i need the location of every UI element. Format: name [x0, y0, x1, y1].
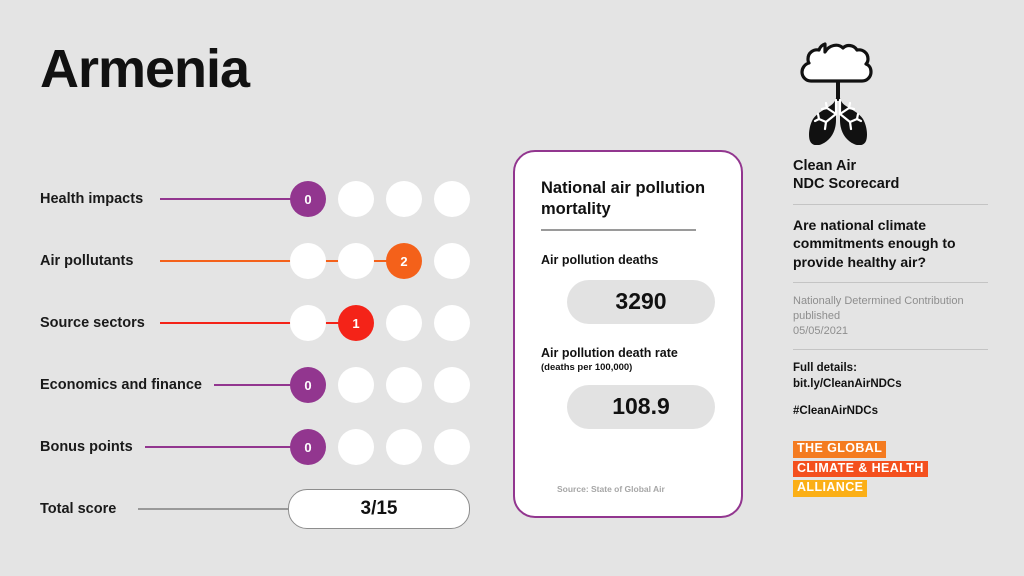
- card-source: Source: State of Global Air: [557, 484, 665, 494]
- card-divider: [541, 229, 696, 231]
- scorecard-dot-filled: 1: [338, 305, 374, 341]
- mortality-card-title: National air pollution mortality: [541, 179, 706, 218]
- death-rate-value: 108.9: [567, 384, 715, 429]
- scorecard-dot-empty: [386, 305, 422, 341]
- scorecard-dot-empty: [434, 305, 470, 341]
- scorecard-dot-empty: [434, 181, 470, 217]
- metric-death-rate: Air pollution death rate (deaths per 100…: [541, 346, 719, 429]
- scorecard-dot-empty: [386, 181, 422, 217]
- scorecard-dot-empty: [434, 429, 470, 465]
- scorecard-row-label: Health impacts: [40, 191, 144, 207]
- scorecard-dot-empty: [386, 429, 422, 465]
- deaths-label: Air pollution deaths: [541, 252, 659, 267]
- brand-name-line1: Clean Air: [793, 158, 857, 174]
- scorecard-dot-empty: [338, 181, 374, 217]
- scorecard-dot-filled: 0: [290, 367, 326, 403]
- total-score-label: Total score: [40, 501, 117, 517]
- total-score-connector: [137, 508, 290, 510]
- scorecard-dot-empty: [386, 367, 422, 403]
- total-score-row: Total score 3/15: [40, 478, 470, 540]
- hashtag: #CleanAirNDCs: [793, 405, 878, 418]
- scorecard-dots: 2: [290, 243, 470, 279]
- scorecard-dot-empty: [338, 367, 374, 403]
- ndc-note: Nationally Determined Contribution publi…: [793, 294, 993, 339]
- death-rate-sublabel: (deaths per 100,000): [541, 361, 633, 373]
- metric-deaths: Air pollution deaths 3290: [541, 253, 719, 324]
- death-rate-label: Air pollution death rate: [541, 345, 678, 360]
- scorecard-dot-empty: [434, 243, 470, 279]
- scorecard-row-label: Source sectors: [40, 315, 145, 331]
- full-details-url[interactable]: bit.ly/CleanAirNDCs: [793, 377, 902, 390]
- brand-divider-2: [793, 281, 988, 283]
- scorecard-dot-empty: [290, 243, 326, 279]
- brand-name: Clean Air NDC Scorecard: [793, 157, 993, 193]
- scorecard-dots: 0: [290, 367, 470, 403]
- scorecard-dot-filled: 0: [290, 429, 326, 465]
- scorecard-connector: [145, 446, 308, 448]
- deaths-value: 3290: [567, 279, 715, 324]
- alliance-logo: THE GLOBAL CLIMATE & HEALTH ALLIANCE: [793, 439, 993, 497]
- scorecard-connector: [160, 198, 308, 200]
- scorecard-list: Health impacts 0 Air pollutants 2 Source sec…: [40, 168, 470, 540]
- page-title: Armenia: [40, 39, 250, 99]
- brand-column: Clean Air NDC Scorecard Are national cli…: [793, 40, 993, 498]
- brand-divider-3: [793, 349, 988, 351]
- alliance-line-3: ALLIANCE: [793, 480, 868, 497]
- scorecard-dots: 1: [290, 305, 470, 341]
- brand-name-line2: NDC Scorecard: [793, 176, 900, 193]
- scorecard-dot-empty: [290, 305, 326, 341]
- mortality-card: National air pollution mortality Air pol…: [513, 150, 743, 518]
- total-score-value: 3/15: [288, 489, 470, 529]
- scorecard-row: Economics and finance 0: [40, 354, 470, 416]
- alliance-line-2: CLIMATE & HEALTH: [793, 460, 928, 478]
- cloud-lungs-icon: [793, 40, 993, 145]
- ndc-note-text: Nationally Determined Contribution publi…: [793, 294, 964, 322]
- scorecard-connector: [160, 260, 404, 262]
- full-details: Full details: bit.ly/CleanAirNDCs: [793, 361, 993, 392]
- scorecard-connector: [160, 322, 356, 324]
- scorecard-dot-empty: [434, 367, 470, 403]
- scorecard-dots: 0: [290, 181, 470, 217]
- scorecard-dot-filled: 2: [386, 243, 422, 279]
- scorecard-row-label: Economics and finance: [40, 377, 202, 393]
- scorecard-row-label: Air pollutants: [40, 253, 134, 269]
- scorecard-row: Source sectors 1: [40, 292, 470, 354]
- scorecard-row: Bonus points 0: [40, 416, 470, 478]
- ndc-date: 05/05/2021: [793, 324, 849, 337]
- scorecard-row-label: Bonus points: [40, 439, 133, 455]
- scorecard-dot-filled: 0: [290, 181, 326, 217]
- brand-divider-1: [793, 204, 988, 206]
- full-details-label: Full details:: [793, 362, 857, 375]
- scorecard-row: Health impacts 0: [40, 168, 470, 230]
- scorecard-connector: [213, 384, 308, 386]
- alliance-line-1: THE GLOBAL: [793, 441, 887, 458]
- scorecard-dots: 0: [290, 429, 470, 465]
- scorecard-dot-empty: [338, 243, 374, 279]
- scorecard-dot-empty: [338, 429, 374, 465]
- brand-tagline: Are national climate commitments enough …: [793, 217, 956, 270]
- scorecard-row: Air pollutants 2: [40, 230, 470, 292]
